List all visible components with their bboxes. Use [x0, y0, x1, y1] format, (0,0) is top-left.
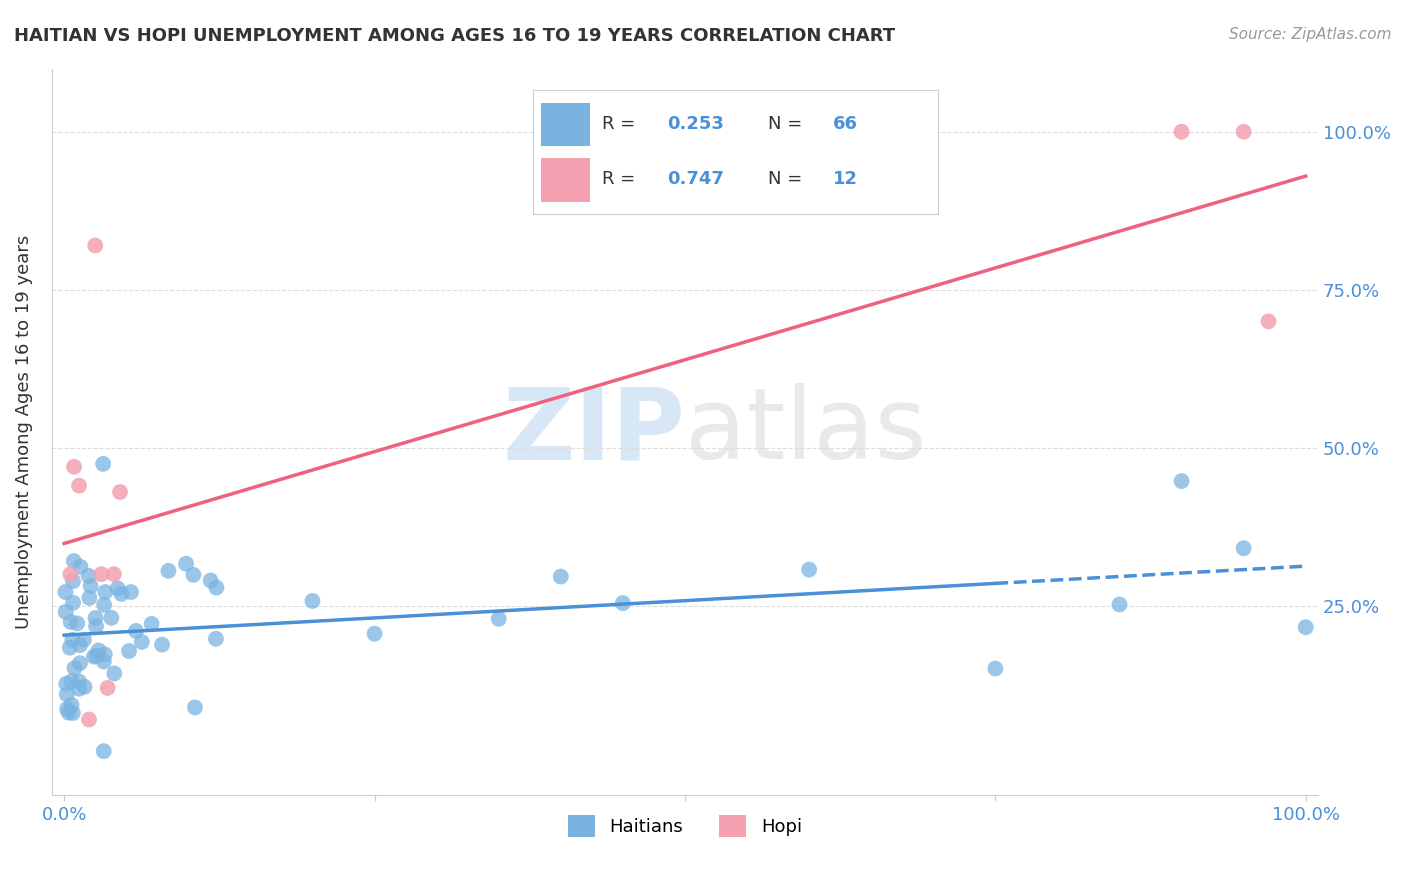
Point: [62, 574, 84, 588]
Point: [67, 478, 90, 492]
Point: [69, 559, 91, 574]
Point: [984, 661, 1007, 675]
Point: [107, 582, 129, 596]
Point: [63, 554, 86, 568]
Point: [55, 585, 77, 599]
Point: [103, 666, 125, 681]
Text: Source: ZipAtlas.com: Source: ZipAtlas.com: [1229, 27, 1392, 42]
Point: [103, 567, 125, 582]
Point: [69, 638, 91, 652]
Point: [141, 616, 163, 631]
Point: [60, 674, 83, 689]
Point: [84, 619, 107, 633]
Point: [67, 674, 90, 689]
Point: [59, 567, 82, 582]
Text: atlas: atlas: [685, 384, 927, 481]
Point: [84, 238, 107, 252]
Point: [797, 563, 820, 577]
Point: [93, 655, 115, 669]
Point: [55, 687, 77, 701]
Text: HAITIAN VS HOPI UNEMPLOYMENT AMONG AGES 16 TO 19 YEARS CORRELATION CHART: HAITIAN VS HOPI UNEMPLOYMENT AMONG AGES …: [14, 27, 896, 45]
Point: [58, 706, 80, 720]
Point: [97, 681, 120, 695]
Point: [120, 585, 142, 599]
Point: [110, 587, 132, 601]
Point: [55, 677, 77, 691]
Point: [157, 564, 180, 578]
Point: [118, 644, 141, 658]
Point: [1257, 314, 1279, 328]
Point: [200, 574, 222, 588]
Point: [63, 459, 86, 474]
Point: [69, 656, 91, 670]
Point: [612, 596, 634, 610]
Point: [100, 611, 122, 625]
Point: [1170, 125, 1192, 139]
Point: [125, 624, 148, 638]
Point: [73, 680, 96, 694]
Point: [150, 638, 173, 652]
Point: [205, 632, 228, 646]
Point: [59, 640, 82, 655]
Point: [1170, 474, 1192, 488]
Point: [183, 567, 205, 582]
Point: [174, 557, 197, 571]
Point: [79, 591, 101, 605]
Point: [1108, 598, 1130, 612]
Point: [1295, 620, 1317, 634]
Legend: Haitians, Hopi: Haitians, Hopi: [561, 808, 810, 845]
Text: ZIP: ZIP: [502, 384, 685, 481]
Point: [55, 605, 77, 619]
Point: [87, 643, 110, 657]
Point: [184, 700, 207, 714]
Point: [67, 681, 90, 696]
Point: [94, 585, 117, 599]
Point: [93, 598, 115, 612]
Point: [59, 615, 82, 629]
Point: [131, 635, 153, 649]
Point: [60, 632, 83, 647]
Y-axis label: Unemployment Among Ages 16 to 19 years: Unemployment Among Ages 16 to 19 years: [15, 235, 32, 629]
Point: [108, 485, 131, 500]
Point: [205, 581, 228, 595]
Point: [62, 706, 84, 720]
Point: [77, 569, 100, 583]
Point: [73, 632, 96, 647]
Point: [363, 626, 385, 640]
Point: [488, 612, 510, 626]
Point: [90, 567, 112, 582]
Point: [550, 569, 572, 583]
Point: [83, 649, 105, 664]
Point: [1233, 541, 1256, 556]
Point: [66, 616, 89, 631]
Point: [79, 579, 101, 593]
Point: [93, 744, 115, 758]
Point: [62, 596, 84, 610]
Point: [1233, 125, 1256, 139]
Point: [63, 661, 86, 675]
Point: [91, 457, 114, 471]
Point: [77, 713, 100, 727]
Point: [94, 648, 117, 662]
Point: [86, 648, 108, 663]
Point: [56, 702, 79, 716]
Point: [60, 698, 83, 712]
Point: [301, 594, 323, 608]
Point: [84, 611, 107, 625]
